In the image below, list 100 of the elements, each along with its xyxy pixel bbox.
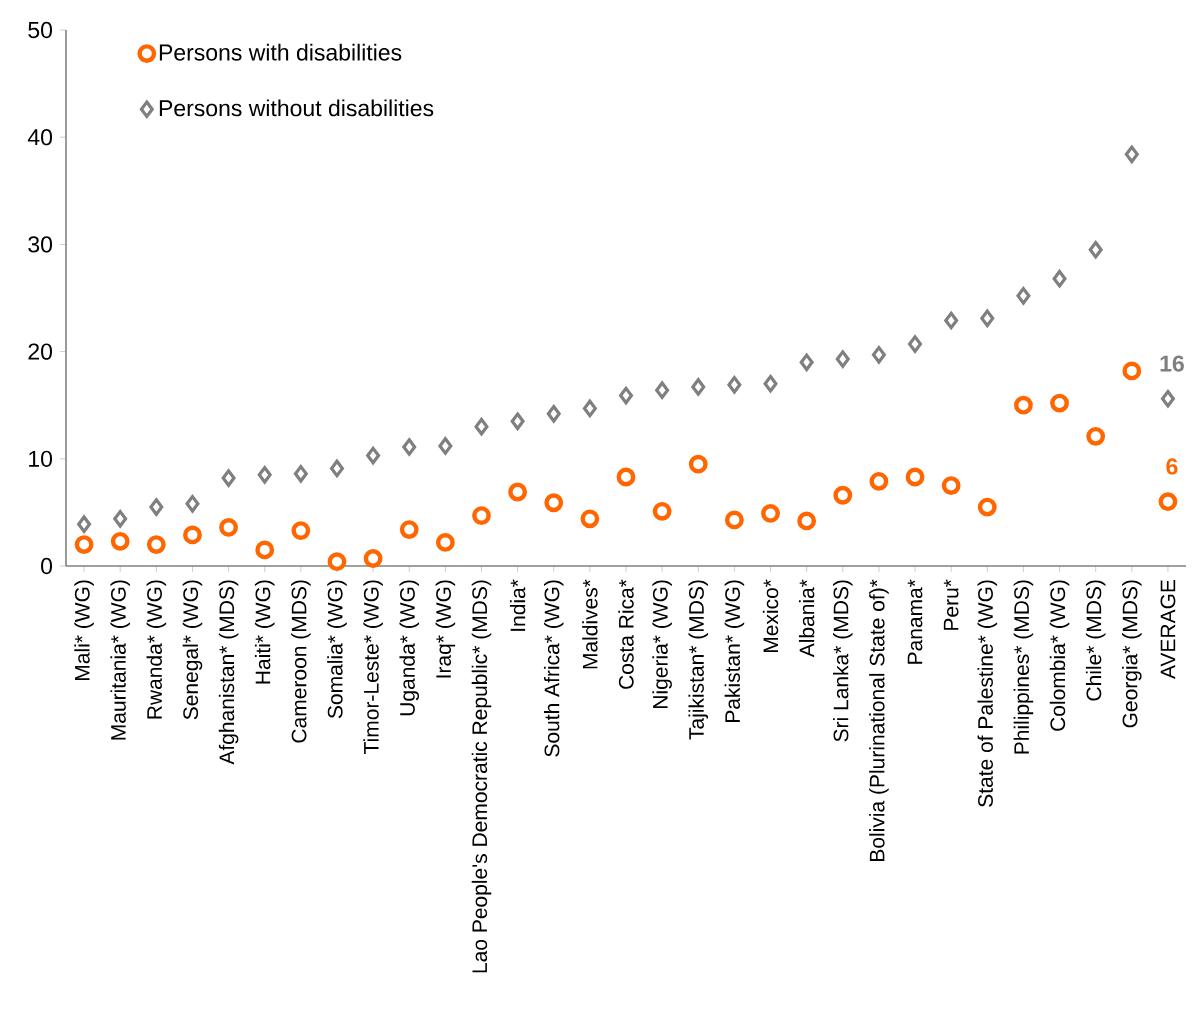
point	[1052, 269, 1067, 288]
x-tick-label: Afghanistan* (MDS)	[218, 580, 239, 765]
point	[977, 497, 997, 517]
point	[255, 540, 275, 560]
y-tick-label: 0	[41, 557, 53, 575]
x-tick-label: Cameroon (MDS)	[291, 580, 311, 743]
point	[149, 498, 164, 516]
point	[74, 535, 94, 554]
point	[761, 504, 780, 523]
point	[869, 471, 889, 491]
point	[1014, 395, 1033, 415]
point	[1124, 145, 1139, 164]
x-tick-label: Lao People's Democratic Republic* (MDS)	[471, 580, 492, 973]
point	[472, 506, 491, 526]
x-tick-label: AVERAGE	[1160, 579, 1176, 679]
x-tick-label: Uganda* (WG)	[399, 580, 420, 716]
point	[688, 454, 708, 474]
x-tick-label: Chile* (MDS)	[1085, 580, 1106, 701]
point	[508, 482, 528, 502]
point	[474, 417, 489, 436]
x-tick-label: Tajikistan* (MDS)	[688, 580, 709, 740]
point	[905, 467, 925, 487]
point	[944, 311, 959, 330]
x-tick-label: Georgia* (MDS)	[1122, 580, 1142, 728]
x-tick-label: Costa Rica*	[618, 579, 634, 689]
point	[363, 549, 383, 568]
point	[291, 521, 311, 541]
point	[77, 515, 92, 533]
y-tick-label: 10	[29, 450, 53, 467]
x-tick-label: Albania*	[798, 579, 815, 658]
point	[691, 378, 706, 396]
x-tick-label: Nigeria* (WG)	[652, 580, 672, 709]
point	[799, 353, 814, 372]
y-tick-label: 40	[27, 129, 53, 146]
y-tick-label: 20	[28, 343, 53, 360]
point	[544, 493, 564, 513]
point	[941, 476, 961, 495]
point	[327, 552, 347, 572]
x-tick-label: South Africa* (WG)	[543, 580, 564, 757]
x-tick-label: Timor-Leste* (WG)	[363, 580, 383, 754]
point	[1086, 426, 1106, 446]
x-tick-label: Mauritania* (WG)	[110, 580, 130, 740]
point	[510, 412, 525, 431]
x-tick-label: Mexico*	[762, 579, 779, 653]
point	[546, 404, 561, 423]
point	[833, 485, 853, 505]
annotation: 16	[1160, 355, 1184, 372]
point	[110, 531, 130, 551]
legend-label: Persons without disabilities	[159, 99, 434, 117]
legend-label: Persons with disabilities	[159, 43, 402, 61]
point	[652, 501, 672, 521]
x-tick-label: Mali* (WG)	[74, 580, 94, 680]
annotation: 6	[1166, 458, 1178, 475]
x-tick-label: Pakistan* (WG)	[724, 580, 745, 723]
x-tick-label: India*	[509, 579, 526, 631]
x-tick-label: Haiti* (WG)	[254, 580, 275, 684]
point	[724, 510, 744, 530]
x-tick-label: Somalia* (WG)	[327, 580, 347, 719]
x-tick-label: Peru*	[943, 579, 959, 630]
point	[616, 467, 636, 487]
point	[835, 350, 850, 368]
point	[727, 376, 742, 394]
point	[871, 346, 886, 364]
point	[435, 533, 455, 552]
point	[1016, 287, 1031, 305]
x-tick-label: Panama*	[907, 579, 923, 664]
point	[329, 459, 344, 478]
y-tick-label: 30	[28, 236, 53, 253]
x-tick-label: Senegal* (WG)	[182, 580, 203, 720]
point	[257, 466, 272, 484]
point	[580, 509, 600, 529]
point	[1050, 393, 1069, 413]
x-tick-label: Bolivia (Plurinational State of)*	[869, 579, 889, 861]
point	[366, 446, 381, 465]
point	[908, 335, 923, 353]
y-tick-label: 50	[28, 21, 53, 39]
x-tick-label: Maldives*	[582, 579, 598, 669]
point	[402, 438, 417, 456]
x-tick-label: Rwanda* (WG)	[146, 580, 167, 719]
point	[146, 535, 166, 554]
point	[582, 399, 597, 418]
point	[763, 374, 778, 393]
x-tick-label: Iraq* (WG)	[435, 580, 456, 678]
point	[619, 386, 633, 405]
point	[1088, 240, 1103, 259]
point	[438, 437, 453, 455]
point	[183, 525, 202, 545]
point	[219, 517, 238, 537]
point	[113, 510, 128, 528]
point	[293, 465, 308, 483]
x-tick-label: Colombia* (WG)	[1049, 580, 1070, 731]
x-tick-label: Sri Lanka* (MDS)	[833, 580, 853, 742]
point	[797, 511, 817, 531]
point	[980, 309, 995, 328]
point	[221, 469, 236, 487]
x-tick-label: Philippines* (MDS)	[1013, 580, 1034, 754]
x-tick-label: State of Palestine* (WG)	[977, 580, 998, 807]
point	[185, 495, 200, 513]
point	[655, 381, 670, 399]
point	[399, 520, 419, 539]
